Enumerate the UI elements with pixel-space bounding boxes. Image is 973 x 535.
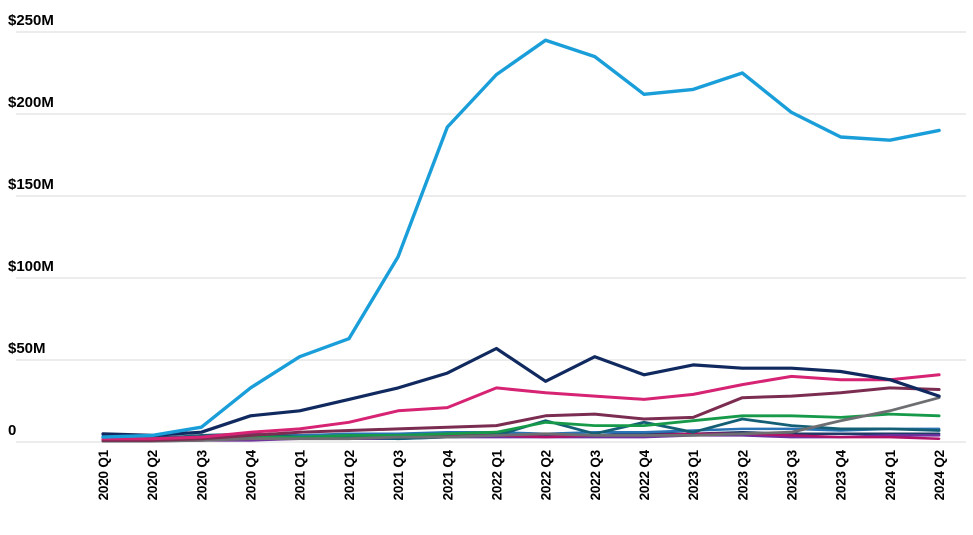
series-line-dark-navy <box>101 346 941 437</box>
x-tick-label: 2021 Q1 <box>293 449 308 500</box>
y-tick-label: 0 <box>8 422 16 439</box>
y-tick-label: $100M <box>8 258 54 275</box>
x-tick-label: 2022 Q3 <box>588 449 603 500</box>
x-tick-label: 2020 Q3 <box>194 449 209 500</box>
x-tick-label: 2020 Q2 <box>145 450 160 500</box>
x-tick-label: 2023 Q1 <box>686 449 701 500</box>
x-tick-label: 2024 Q1 <box>883 449 898 500</box>
x-tick-label: 2022 Q2 <box>539 450 554 500</box>
x-tick-label: 2023 Q4 <box>834 449 849 500</box>
series-line-gray <box>101 396 941 443</box>
series-line-wine <box>101 386 941 442</box>
x-tick-label: 2021 Q2 <box>342 450 357 500</box>
series-line-light-blue <box>101 38 941 439</box>
y-tick-label: $250M <box>8 12 54 29</box>
x-tick-label: 2024 Q2 <box>932 450 947 500</box>
series-line-magenta-pink <box>101 373 941 441</box>
x-tick-label: 2022 Q4 <box>637 449 652 500</box>
x-tick-label: 2022 Q1 <box>489 449 504 500</box>
y-tick-label: $50M <box>8 340 46 357</box>
y-tick-label: $200M <box>8 94 54 111</box>
y-tick-label: $150M <box>8 176 54 193</box>
x-tick-label: 2023 Q2 <box>735 450 750 500</box>
x-tick-label: 2021 Q4 <box>440 449 455 500</box>
x-tick-label: 2020 Q1 <box>96 449 111 500</box>
x-tick-label: 2020 Q4 <box>244 449 259 500</box>
x-tick-label: 2023 Q3 <box>785 449 800 500</box>
x-tick-label: 2021 Q3 <box>391 449 406 500</box>
